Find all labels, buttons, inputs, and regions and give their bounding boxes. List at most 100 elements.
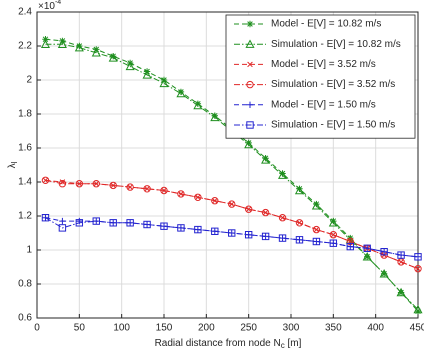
marker (330, 231, 337, 238)
marker (211, 197, 219, 205)
y-tick-label: 2 (26, 75, 32, 86)
marker (177, 88, 185, 96)
marker (247, 61, 253, 68)
marker (212, 197, 218, 204)
series-line (45, 217, 419, 258)
x-tick-label: 0 (34, 323, 40, 334)
marker (160, 222, 168, 230)
marker (396, 287, 406, 297)
multiplier-exponent: -4 (55, 0, 61, 6)
legend-box (225, 14, 416, 139)
marker (262, 155, 269, 162)
marker (278, 234, 287, 242)
marker (311, 201, 321, 210)
x-axis-label: Radial distance from node Nc [m] (155, 338, 302, 350)
y-tick-label: 1 (26, 245, 32, 256)
marker (75, 180, 84, 188)
marker (415, 265, 421, 272)
x-label-unit: [m] (285, 338, 302, 349)
x-tick-label: 250 (240, 323, 257, 334)
multiplier-base: ×10 (38, 1, 55, 12)
marker (178, 191, 184, 197)
marker (278, 214, 287, 222)
y-tick-label: 2.4 (18, 7, 32, 18)
x-tick-label: 200 (198, 323, 215, 334)
marker (159, 78, 169, 88)
y-label-sub: l (10, 161, 19, 163)
marker (76, 42, 83, 50)
marker (294, 185, 305, 195)
marker (414, 308, 422, 315)
marker (42, 36, 49, 43)
marker (193, 100, 203, 110)
marker (228, 229, 236, 237)
legend-label: Simulation - E[V] = 1.50 m/s (271, 120, 395, 131)
legend-label: Model - E[V] = 1.50 m/s (271, 99, 376, 110)
legend: Model - E[V] = 10.82 m/s Simulation - E[V… (225, 14, 416, 139)
marker (328, 218, 338, 227)
x-tick-label: 150 (156, 323, 173, 334)
series-line (45, 179, 419, 270)
marker (40, 39, 51, 48)
marker (246, 80, 254, 89)
marker (414, 265, 422, 273)
marker (397, 289, 405, 296)
marker (245, 139, 252, 147)
marker (296, 185, 303, 192)
marker (108, 53, 118, 62)
marker (194, 193, 202, 202)
marker (380, 248, 388, 256)
y-tick-label: 1.8 (18, 109, 32, 120)
y-tick-label: 1.4 (18, 177, 32, 188)
marker (76, 180, 83, 187)
marker (244, 231, 253, 239)
y-tick-label: 0.8 (18, 279, 32, 290)
marker (41, 214, 50, 222)
marker (261, 208, 270, 217)
x-tick-label: 100 (113, 323, 130, 334)
legend-label: Simulation - E[V] = 10.82 m/s (271, 39, 401, 50)
marker (177, 224, 185, 232)
x-tick-label: 450 (410, 323, 424, 334)
marker (177, 190, 185, 198)
marker (362, 252, 372, 261)
marker (246, 101, 254, 108)
marker (176, 88, 186, 98)
x-tick-label: 50 (74, 323, 86, 334)
marker (279, 170, 286, 177)
marker (279, 214, 286, 221)
marker (110, 182, 116, 189)
marker (245, 206, 252, 212)
marker (194, 225, 202, 234)
legend-label: Model - E[V] = 10.82 m/s (271, 19, 381, 30)
y-tick-label: 1.6 (18, 143, 32, 154)
marker (126, 219, 134, 227)
marker (210, 112, 220, 122)
marker (329, 239, 338, 247)
marker (110, 53, 117, 60)
marker (74, 42, 84, 52)
multiplier: ×10-4 (38, 0, 61, 12)
marker (57, 39, 67, 48)
x-label-sub: c (281, 341, 285, 350)
marker (261, 232, 270, 241)
marker (211, 112, 218, 119)
marker (346, 242, 354, 251)
marker (379, 269, 389, 278)
marker (75, 219, 84, 227)
marker (142, 70, 152, 79)
marker (144, 186, 150, 192)
marker (143, 185, 151, 193)
axes-box (36, 11, 419, 319)
legend-label: Simulation - E[V] = 3.52 m/s (271, 79, 395, 90)
marker (143, 220, 151, 229)
y-tick-label: 1.2 (18, 211, 32, 222)
x-tick-label: 400 (367, 323, 384, 334)
marker (228, 200, 236, 208)
marker (329, 231, 338, 239)
marker (312, 237, 321, 246)
marker (244, 139, 254, 149)
marker (109, 181, 117, 190)
y-tick-label: 2.2 (18, 41, 32, 52)
marker (58, 180, 67, 188)
